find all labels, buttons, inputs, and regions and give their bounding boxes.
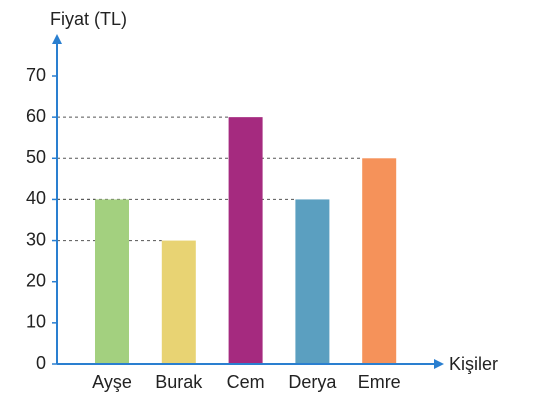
y-axis-label: Fiyat (TL) <box>50 9 127 29</box>
y-tick-label: 10 <box>26 312 46 332</box>
bar <box>161 240 196 364</box>
y-tick-label: 30 <box>26 229 46 249</box>
x-tick-label: Emre <box>358 372 401 392</box>
bar <box>228 117 263 365</box>
bar <box>295 199 330 364</box>
x-tick-label: Derya <box>288 372 337 392</box>
bar <box>362 158 397 364</box>
y-tick-label: 0 <box>36 353 46 373</box>
bar <box>95 199 129 364</box>
x-tick-label: Burak <box>155 372 203 392</box>
y-tick-label: 70 <box>26 65 46 85</box>
y-tick-label: 20 <box>26 270 46 290</box>
y-tick-label: 50 <box>26 147 46 167</box>
x-tick-label: Cem <box>227 372 265 392</box>
y-tick-label: 60 <box>26 106 46 126</box>
x-tick-label: Ayşe <box>92 372 132 392</box>
y-tick-label: 40 <box>26 188 46 208</box>
x-axis-label: Kişiler <box>449 354 498 374</box>
